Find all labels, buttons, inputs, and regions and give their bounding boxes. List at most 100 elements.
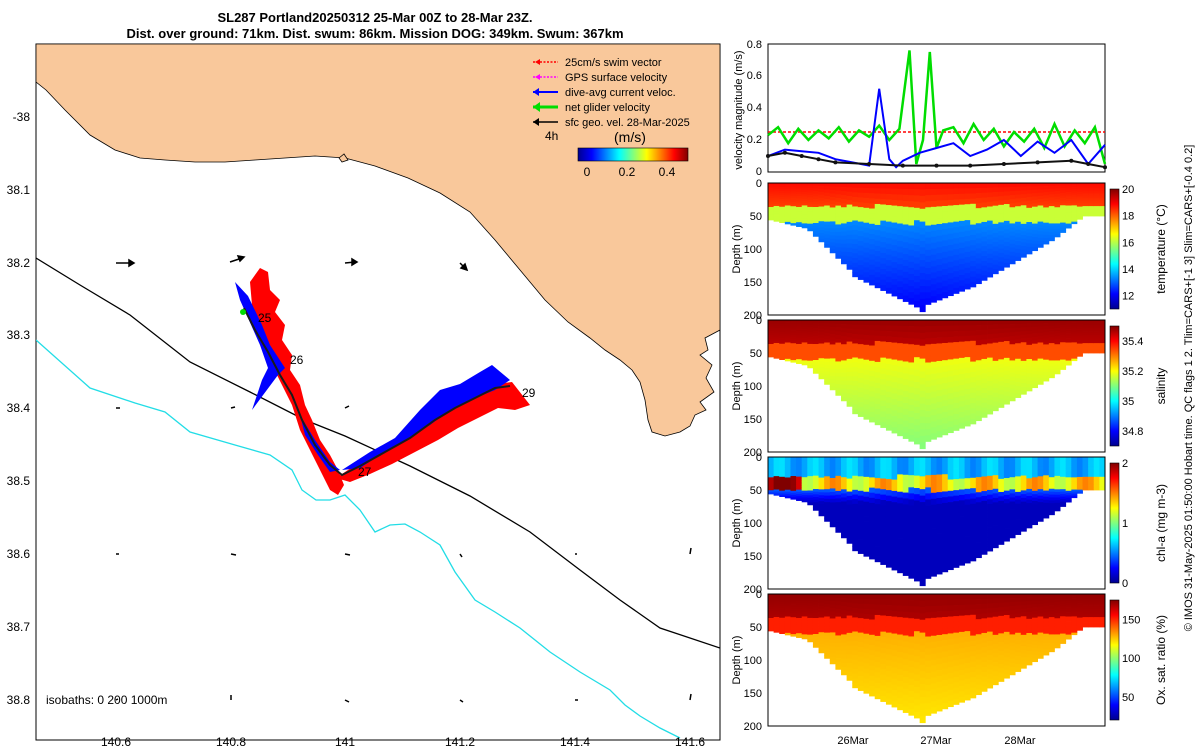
- section-cell: [897, 372, 904, 379]
- section-cell: [1026, 597, 1033, 602]
- section-cell: [1031, 490, 1038, 495]
- section-cell: [829, 347, 836, 352]
- section-cell: [958, 675, 965, 681]
- section-cell: [1088, 331, 1095, 334]
- section-cell: [1088, 608, 1095, 611]
- section-cell: [1031, 340, 1038, 345]
- section-cell: [992, 365, 999, 371]
- section-cell: [874, 551, 881, 557]
- section-cell: [1009, 598, 1016, 603]
- section-cell: [970, 219, 977, 225]
- section-cell: [1082, 197, 1089, 200]
- section-cell: [841, 630, 848, 635]
- section-cell: [992, 630, 999, 636]
- section-cell: [1043, 490, 1050, 495]
- section-cell: [902, 492, 909, 499]
- section-cell: [829, 516, 836, 521]
- section-cell: [964, 631, 971, 637]
- section-cell: [1054, 207, 1061, 211]
- section-cell: [796, 191, 803, 195]
- section-cell: [936, 605, 943, 612]
- section-cell: [818, 465, 825, 470]
- section-cell: [975, 345, 982, 351]
- geo-velocity-point: [968, 163, 973, 168]
- section-cell: [1082, 204, 1089, 207]
- section-cell: [857, 637, 864, 643]
- section-cell: [925, 566, 932, 573]
- section-cell: [958, 412, 965, 418]
- section-cell: [908, 386, 915, 394]
- section-cell: [1026, 323, 1033, 328]
- section-cell: [768, 329, 775, 332]
- section-cell: [807, 488, 814, 491]
- section-cell: [1060, 205, 1067, 209]
- section-cell: [880, 620, 887, 627]
- section-cell: [936, 675, 943, 683]
- section-cell: [1048, 497, 1055, 501]
- section-cell: [1054, 637, 1061, 641]
- section-cell: [936, 629, 943, 636]
- section-cell: [801, 183, 808, 186]
- section-cell: [953, 594, 960, 600]
- section-cell: [835, 384, 842, 389]
- section-cell: [1076, 345, 1083, 348]
- section-cell: [908, 292, 915, 299]
- section-cell: [1071, 606, 1078, 609]
- section-cell: [1088, 329, 1095, 332]
- section-cell: [841, 533, 848, 539]
- section-cell: [1088, 338, 1095, 341]
- section-cell: [914, 282, 921, 289]
- section-cell: [1031, 637, 1038, 642]
- section-cell: [1048, 494, 1055, 498]
- section-cell: [1048, 462, 1055, 467]
- section-cell: [857, 402, 864, 408]
- section-cell: [981, 642, 988, 648]
- section-cell: [796, 609, 803, 612]
- section-cell: [857, 510, 864, 516]
- section-cell: [1082, 349, 1089, 352]
- section-cell: [1076, 190, 1083, 193]
- section-cell: [919, 435, 926, 443]
- section-cell: [908, 606, 915, 613]
- legend-arrow-icon: [533, 102, 540, 112]
- section-cell: [1060, 601, 1067, 605]
- section-cell: [1015, 597, 1022, 603]
- section-cell: [964, 183, 971, 189]
- section-cell: [1026, 611, 1033, 616]
- section-cell: [953, 462, 960, 469]
- section-cell: [784, 340, 791, 343]
- section-cell: [1076, 206, 1083, 209]
- section-cell: [863, 476, 870, 483]
- section-cell: [925, 298, 932, 305]
- section-cell: [1003, 370, 1010, 376]
- section-cell: [958, 543, 965, 550]
- section-cell: [1054, 610, 1061, 614]
- section-cell: [998, 655, 1005, 660]
- section-cell: [1043, 505, 1050, 510]
- section-cell: [925, 463, 932, 470]
- section-cell: [947, 233, 954, 240]
- section-cell: [796, 494, 803, 497]
- section-cell: [1003, 262, 1010, 268]
- section-cell: [1099, 320, 1106, 323]
- section-cell: [835, 502, 842, 507]
- section-cell: [824, 632, 831, 637]
- section-cell: [880, 537, 887, 544]
- section-cell: [812, 225, 819, 229]
- section-cell: [1071, 340, 1078, 343]
- section-cell: [880, 494, 887, 501]
- section-cell: [998, 602, 1005, 608]
- section-cell: [818, 608, 825, 613]
- section-cell: [1065, 338, 1072, 341]
- section-cell: [801, 472, 808, 476]
- section-cell: [1009, 473, 1016, 478]
- section-cell: [987, 272, 994, 278]
- section-cell: [768, 320, 775, 323]
- section-cell: [964, 536, 971, 543]
- section-cell: [835, 231, 842, 237]
- section-cell: [992, 320, 999, 325]
- section-cell: [768, 458, 775, 462]
- section-cell: [902, 510, 909, 517]
- section-cell: [936, 468, 943, 475]
- section-cell: [1082, 333, 1089, 336]
